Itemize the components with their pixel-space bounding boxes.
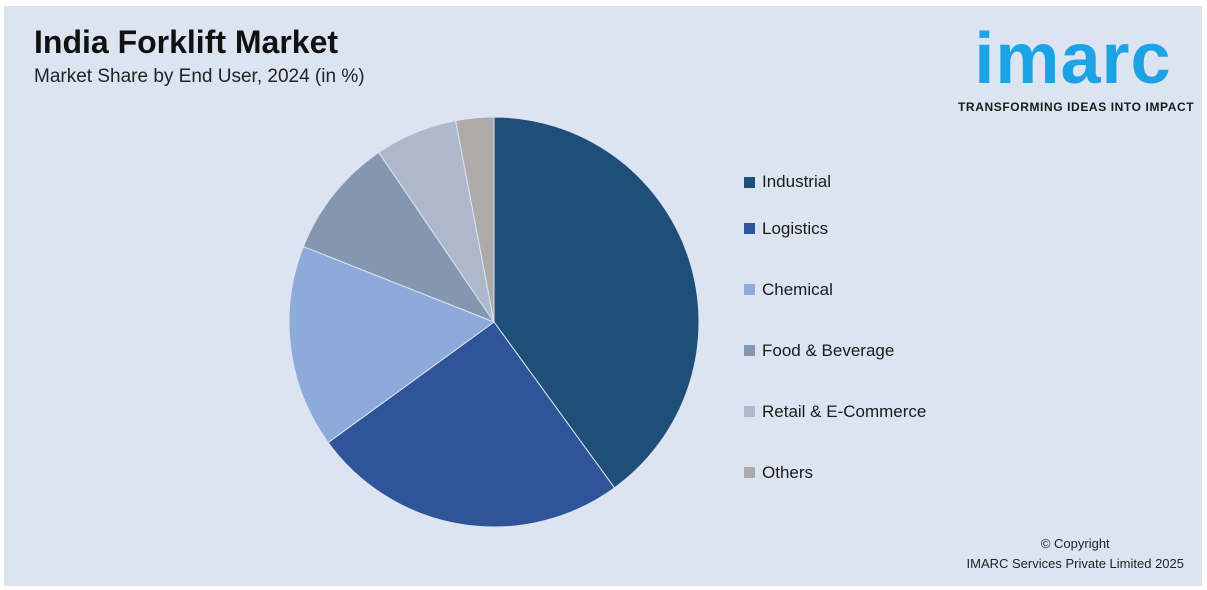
copyright-line-1: © Copyright bbox=[1040, 536, 1110, 551]
legend-item: Retail & E-Commerce bbox=[744, 381, 926, 442]
legend-label: Others bbox=[762, 462, 814, 482]
legend-item: Logistics bbox=[744, 198, 926, 259]
pie-slice-chemical bbox=[288, 245, 496, 444]
legend-swatch bbox=[744, 467, 755, 478]
copyright-line-2: IMARC Services Private Limited 2025 bbox=[966, 556, 1184, 571]
legend-swatch bbox=[744, 176, 755, 188]
legend-label: Food & Beverage bbox=[762, 340, 895, 360]
pie-slice-industrial bbox=[493, 116, 700, 489]
legend-item: Industrial bbox=[744, 166, 926, 198]
chart-subtitle: Market Share by End User, 2024 (in %) bbox=[34, 66, 365, 87]
pie-chart bbox=[288, 116, 700, 528]
legend-item: Chemical bbox=[744, 259, 926, 320]
legend-swatch bbox=[744, 345, 755, 356]
legend-swatch bbox=[744, 406, 755, 417]
logo-wordmark: imarc bbox=[974, 19, 1172, 99]
chart-legend: Industrial Logistics Chemical Food & Bevera… bbox=[744, 166, 926, 503]
legend-item: Others bbox=[744, 442, 926, 503]
legend-item: Food & Beverage bbox=[744, 320, 926, 381]
chart-panel: India Forklift Market Market Share by En… bbox=[4, 6, 1202, 586]
chart-title: India Forklift Market bbox=[34, 24, 339, 60]
imarc-logo: imarc TRANSFORMING IDEAS INTO IMPACT bbox=[958, 19, 1195, 114]
pie-slice-food-beverage bbox=[302, 151, 496, 324]
legend-swatch bbox=[744, 284, 755, 295]
legend-label: Retail & E-Commerce bbox=[762, 401, 927, 421]
logo-tagline: TRANSFORMING IDEAS INTO IMPACT bbox=[958, 100, 1195, 114]
legend-swatch bbox=[744, 223, 755, 234]
legend-label: Industrial bbox=[762, 172, 831, 191]
copyright-notice: © Copyright IMARC Services Private Limit… bbox=[967, 534, 1184, 574]
legend-label: Logistics bbox=[762, 218, 829, 238]
legend-label: Chemical bbox=[762, 279, 833, 299]
pie-slice-others bbox=[455, 116, 495, 323]
pie-slice-logistics bbox=[327, 321, 616, 528]
